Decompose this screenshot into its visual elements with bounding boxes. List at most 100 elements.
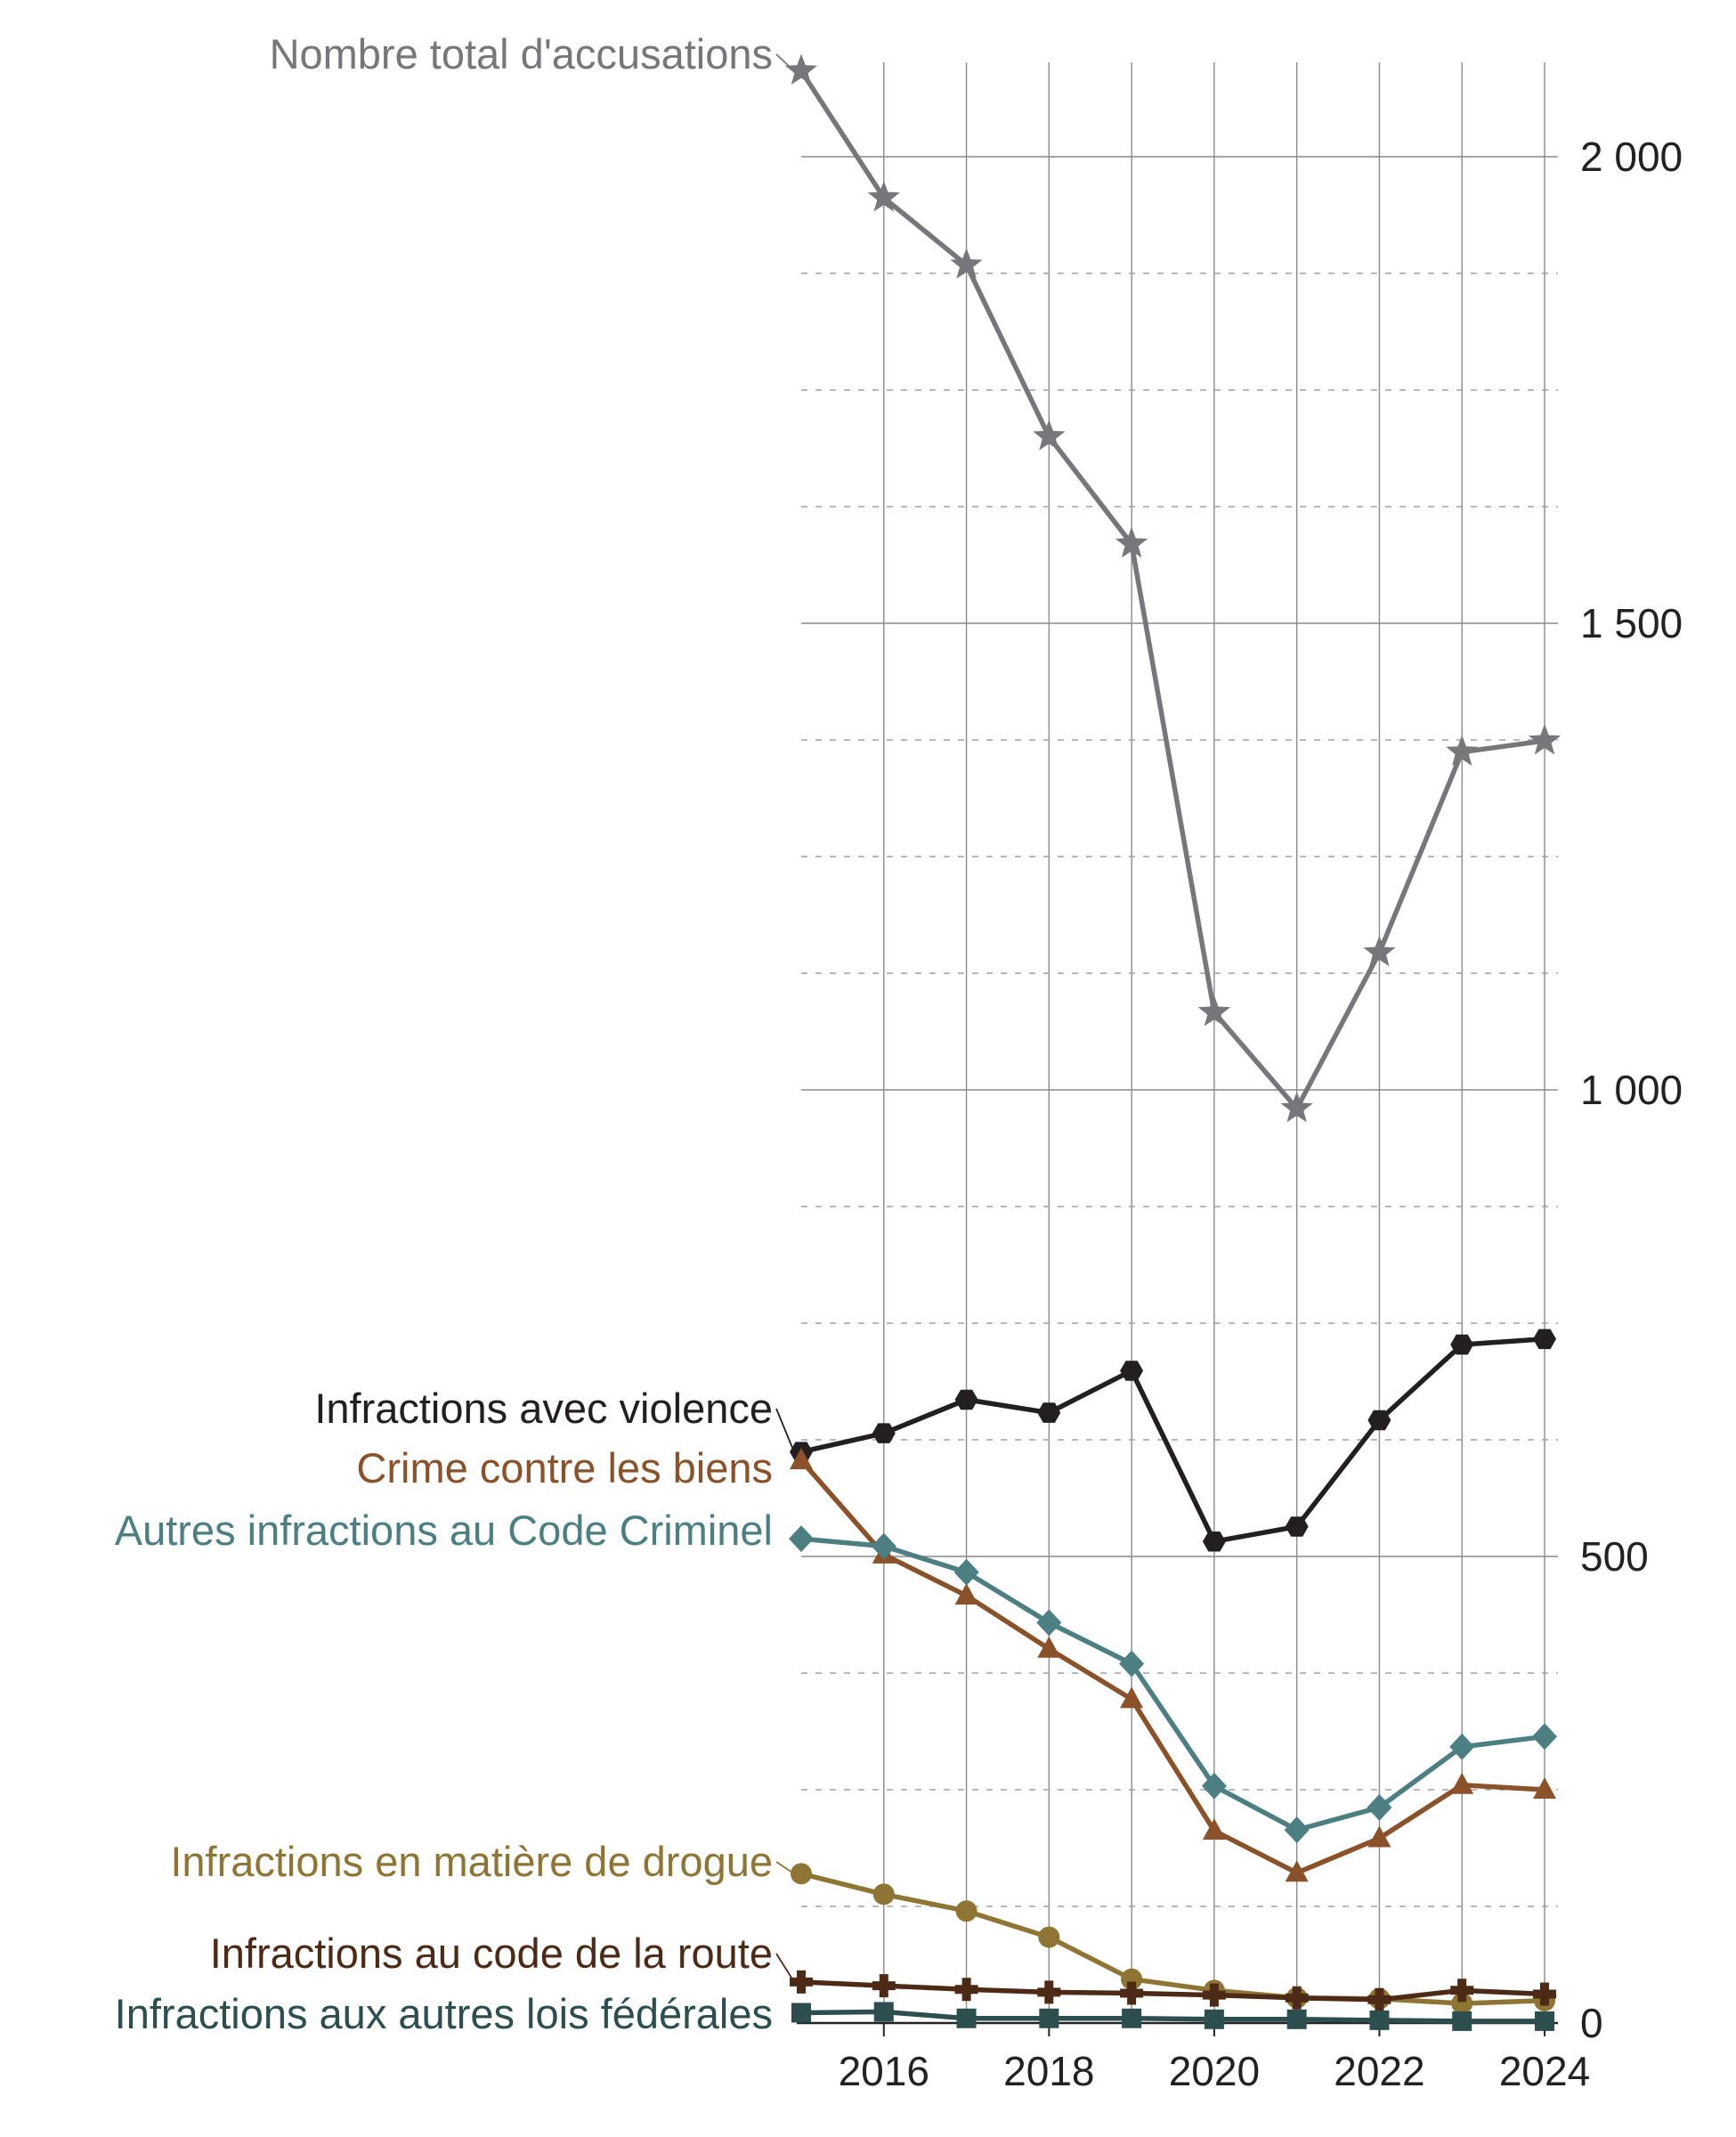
data-point <box>1285 1860 1309 1882</box>
y-tick-label: 0 <box>1580 2000 1603 2046</box>
data-point <box>1202 1983 1226 2007</box>
data-point <box>1197 995 1230 1027</box>
data-point <box>873 2002 894 2022</box>
y-tick-label: 1 000 <box>1580 1067 1683 1113</box>
x-tick-label: 2018 <box>1003 2048 1094 2094</box>
data-point <box>1533 1982 1556 2006</box>
data-point <box>1533 1777 1556 1799</box>
data-point <box>791 2003 811 2023</box>
data-point <box>1451 1992 1473 2014</box>
data-point <box>1446 735 1479 766</box>
data-point <box>867 181 900 212</box>
data-point <box>1038 1926 1060 1948</box>
series-group <box>790 1970 1556 2011</box>
series-lines <box>784 53 1562 2031</box>
data-point <box>784 53 818 85</box>
data-point <box>1367 1987 1391 2011</box>
data-point <box>1367 1825 1391 1848</box>
data-point <box>1115 526 1148 558</box>
series-line <box>800 1337 1545 1544</box>
data-point <box>954 1389 978 1410</box>
data-point <box>1367 1793 1392 1821</box>
series-label: Nombre total d'accusations <box>270 30 773 77</box>
data-point <box>872 1423 896 1443</box>
data-point <box>872 1974 896 1998</box>
data-point <box>1535 2011 1554 2031</box>
series-group <box>784 53 1562 1123</box>
data-point <box>1120 1686 1144 1709</box>
x-tick-label: 2020 <box>1169 2048 1260 2094</box>
axis-ticks: 0 500 1 000 1 500 2 000 2016 2018 2020 2022 2024 <box>839 134 1683 2094</box>
series-group <box>789 1525 1557 1844</box>
data-point <box>790 1970 813 1994</box>
data-point <box>1120 1361 1144 1381</box>
data-point <box>1280 1092 1313 1123</box>
series-line <box>800 1536 1545 1832</box>
series-labels: Nombre total d'accusations Infractions av… <box>115 30 795 2037</box>
data-point <box>1120 1981 1144 2005</box>
label-leader-line <box>775 53 795 72</box>
data-point <box>954 1583 978 1605</box>
series-line <box>800 1979 1545 2003</box>
series-label: Infractions avec violence <box>314 1385 773 1432</box>
data-point <box>790 1448 813 1470</box>
data-point <box>1037 1980 1061 2004</box>
data-point <box>956 2008 977 2028</box>
series-label: Infractions en matière de drogue <box>170 1838 773 1885</box>
series-label: Crime contre les biens <box>356 1444 773 1491</box>
x-tick-label: 2016 <box>839 2048 929 2094</box>
series-label: Infractions au code de la route <box>210 1930 773 1977</box>
grid <box>797 62 1558 2025</box>
y-tick-label: 2 000 <box>1580 134 1683 180</box>
series-label: Infractions aux autres lois fédérales <box>115 1990 773 2037</box>
data-point <box>1037 1402 1061 1423</box>
label-leader-line <box>775 1953 795 1983</box>
data-point <box>1285 1516 1309 1537</box>
series-line <box>800 1871 1545 2006</box>
data-point <box>1450 1979 1474 2003</box>
data-point <box>872 1883 895 1905</box>
data-point <box>1528 724 1562 755</box>
x-tick-label: 2024 <box>1499 2048 1590 2094</box>
data-point <box>955 1900 978 1922</box>
data-point <box>1450 1334 1474 1355</box>
series-group <box>790 1329 1556 1552</box>
data-point <box>1286 2009 1307 2029</box>
data-point <box>1122 2008 1142 2028</box>
data-point <box>1285 1986 1309 2010</box>
data-point <box>1204 2009 1224 2029</box>
data-point <box>1121 1968 1143 1990</box>
data-point <box>1119 1650 1145 1678</box>
series-label: Autres infractions au Code Criminel <box>115 1507 773 1554</box>
data-point <box>1202 1532 1226 1552</box>
data-point <box>1533 1329 1556 1350</box>
data-point <box>1201 1772 1227 1800</box>
data-point <box>1452 2011 1472 2031</box>
data-point <box>1202 1818 1226 1840</box>
data-point <box>1449 1733 1475 1760</box>
data-point <box>1450 1772 1474 1794</box>
series-line <box>799 1459 1545 1876</box>
series-group <box>791 2002 1554 2031</box>
x-tick-label: 2022 <box>1334 2048 1424 2094</box>
data-point <box>1033 419 1066 451</box>
data-point <box>954 1978 978 2002</box>
data-point <box>791 1863 812 1885</box>
series-line <box>799 69 1545 1111</box>
data-point <box>1532 1723 1557 1751</box>
data-point <box>871 1532 896 1560</box>
data-point <box>1367 1410 1391 1431</box>
data-point <box>953 1558 979 1586</box>
data-point <box>789 1525 814 1553</box>
series-group <box>790 1448 1556 1882</box>
data-point <box>1039 2008 1059 2028</box>
data-point <box>1037 1636 1061 1658</box>
y-tick-label: 1 500 <box>1580 600 1683 646</box>
label-leader-line <box>775 1861 795 1875</box>
data-point <box>1369 2010 1390 2030</box>
y-tick-label: 500 <box>1580 1533 1649 1580</box>
data-point <box>950 248 983 279</box>
data-point <box>1363 935 1396 967</box>
label-leader-line <box>775 1408 795 1452</box>
